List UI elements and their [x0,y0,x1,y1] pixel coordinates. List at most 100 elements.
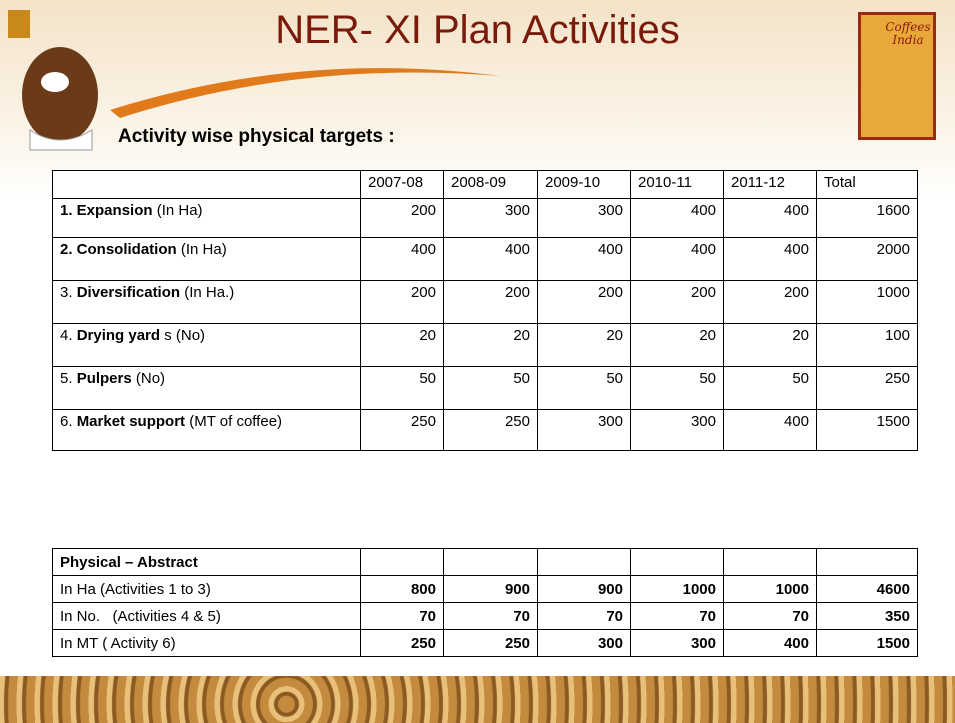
cell: 400 [723,629,817,657]
cell: 400 [537,237,631,281]
cell: 70 [630,602,724,630]
cell: 50 [360,366,444,410]
cell: 400 [630,198,724,238]
cell: 200 [630,280,724,324]
cell: 50 [443,366,538,410]
cell: 800 [360,575,444,603]
cell: 4600 [816,575,918,603]
label-part: 4. [60,327,73,344]
cell: 1000 [816,280,918,324]
logo: Coffees India [858,12,936,140]
header-cell [816,548,918,576]
cell: 70 [537,602,631,630]
title: NER- XI Plan Activities [275,8,680,52]
cell: 20 [360,323,444,367]
row-label: In Ha (Activities 1 to 3) [52,575,361,603]
cell: 200 [723,280,817,324]
cell: 20 [443,323,538,367]
cell: 300 [537,629,631,657]
row: 3. Diversification (In Ha.) 200 200 200 200 2… [52,280,918,324]
row: In MT ( Activity 6) 250 250 300 300 400 1500 [52,629,918,657]
swoosh [110,68,500,118]
label-part: 1. Expansion [60,202,153,219]
targets-table: 2007-08 2008-09 2009-10 2010-11 2011-12 Total… [52,170,918,451]
cell: 200 [537,280,631,324]
label-part: Market support [76,413,186,430]
row: In No. (Activities 4 & 5) 70 70 70 70 70 350 [52,602,918,630]
cell: 70 [723,602,817,630]
row-label: 3. Diversification (In Ha.) [52,280,361,324]
coffee-beans [0,676,955,723]
cell: 250 [360,409,444,451]
cell: 300 [630,409,724,451]
cell: 300 [537,198,631,238]
header-row: 2007-08 2008-09 2009-10 2010-11 2011-12 Total [52,170,918,199]
label-part: Drying yard [76,327,161,344]
header-cell [443,548,538,576]
cell: 250 [816,366,918,410]
cell: 1000 [630,575,724,603]
mascot-cup [8,10,30,38]
row-label: 1. Expansion (In Ha) [52,198,361,238]
decoration [8,10,500,151]
label-part: 5. [60,370,73,387]
logo-text: Coffees India [885,20,931,47]
label-part: (In Ha) [156,202,203,219]
header-cell [52,170,361,199]
cell: 900 [443,575,538,603]
label-part: 3. [60,284,73,301]
cell: 900 [537,575,631,603]
cell: 70 [360,602,444,630]
row-label: In No. (Activities 4 & 5) [52,602,361,630]
row: 6. Market support (MT of coffee) 250 250 30… [52,409,918,451]
abstract-title: Physical – Abstract [52,548,361,576]
mascot-body [29,129,93,151]
row: 1. Expansion (In Ha) 200 300 300 400 400 1600 [52,198,918,238]
cell: 300 [537,409,631,451]
header-cell: 2009-10 [537,170,631,199]
row: 4. Drying yard s (No) 20 20 20 20 20 100 [52,323,918,367]
cell: 250 [443,409,538,451]
row-label: 2. Consolidation (In Ha) [52,237,361,281]
header-row: Physical – Abstract [52,548,918,576]
header-cell: 2011-12 [723,170,817,199]
cell: 70 [443,602,538,630]
cell: 350 [816,602,918,630]
header-cell: Total [816,170,918,199]
header-cell [537,548,631,576]
cell: 300 [630,629,724,657]
header-cell: 2008-09 [443,170,538,199]
cell: 400 [723,198,817,238]
cell: 300 [443,198,538,238]
cell: 1500 [816,629,918,657]
cell: 400 [723,237,817,281]
abstract-table: Physical – Abstract In Ha (Activities 1 t… [52,548,918,657]
label-part: (In Ha.) [184,284,235,301]
cell: 250 [360,629,444,657]
cell: 1500 [816,409,918,451]
label-part: 2. Consolidation [60,241,177,258]
header-cell [360,548,444,576]
label-part: Diversification [76,284,181,301]
label-part: (MT of coffee) [189,413,283,430]
label-part: Pulpers [76,370,132,387]
cell: 1600 [816,198,918,238]
mascot-eyes [41,72,69,92]
header-cell: 2010-11 [630,170,724,199]
label-part: s (No) [164,327,206,344]
cell: 50 [537,366,631,410]
cell: 250 [443,629,538,657]
row: 2. Consolidation (In Ha) 400 400 400 400 400 2… [52,237,918,281]
label-part: (In Ha) [180,241,227,258]
row-label: 6. Market support (MT of coffee) [52,409,361,451]
cell: 200 [360,198,444,238]
row: 5. Pulpers (No) 50 50 50 50 50 250 [52,366,918,410]
subtitle: Activity wise physical targets : [118,126,395,147]
row-label: 4. Drying yard s (No) [52,323,361,367]
cell: 400 [630,237,724,281]
cell: 400 [360,237,444,281]
label-part: (No) [135,370,166,387]
header-cell: 2007-08 [360,170,444,199]
cell: 50 [630,366,724,410]
